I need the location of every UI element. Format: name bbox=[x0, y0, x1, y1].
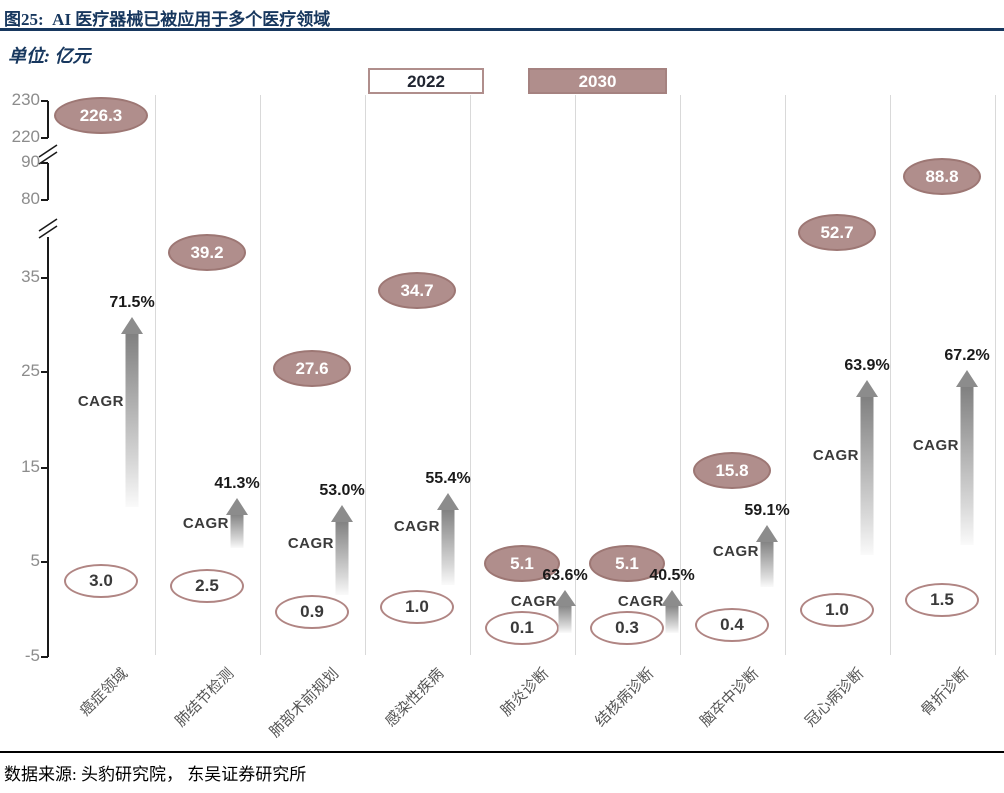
bubble-2030: 88.8 bbox=[903, 157, 981, 195]
cagr-arrow-shaft bbox=[760, 540, 774, 587]
bubble-2030: 52.7 bbox=[798, 213, 876, 251]
bubble-2022: 1.5 bbox=[905, 583, 979, 617]
cagr-percent: 63.9% bbox=[844, 357, 890, 374]
y-tick-label: 80 bbox=[21, 189, 40, 208]
cagr-arrow-shaft bbox=[558, 604, 572, 633]
bubble-2022: 0.1 bbox=[485, 611, 559, 645]
cagr-percent: 40.5% bbox=[649, 567, 695, 584]
bubble-2022: 0.3 bbox=[590, 611, 664, 645]
y-tick-label: 35 bbox=[21, 267, 40, 286]
bubble-2022: 3.0 bbox=[64, 564, 138, 598]
bubble-2022: 0.9 bbox=[275, 595, 349, 629]
y-tick-label: 5 bbox=[30, 551, 40, 570]
figure-title: 图25: AI 医疗器械已被应用于多个医疗领域 bbox=[4, 10, 331, 29]
cagr-arrows bbox=[121, 317, 978, 633]
unit-label: 单位: 亿元 bbox=[8, 46, 91, 66]
cagr-arrow-shaft bbox=[665, 604, 679, 633]
cagr-label: CAGR bbox=[287, 535, 334, 552]
y-tick-label: 230 bbox=[11, 90, 40, 109]
cagr-label: CAGR bbox=[393, 518, 440, 535]
bubble-2030: 27.6 bbox=[273, 349, 351, 387]
y-tick-label: -5 bbox=[24, 646, 40, 665]
legend-item-2022: 2022 bbox=[368, 68, 484, 94]
cagr-arrow-shaft bbox=[441, 508, 455, 585]
cagr-label: CAGR bbox=[712, 543, 759, 560]
gridline bbox=[260, 95, 261, 655]
source-text: 数据来源: 头豹研究院， 东吴证券研究所 bbox=[4, 765, 307, 784]
cagr-arrow-head bbox=[756, 525, 778, 542]
gridline bbox=[680, 95, 681, 655]
cagr-arrow-shaft bbox=[335, 520, 349, 595]
cagr-percent: 59.1% bbox=[744, 502, 790, 519]
y-tick-label: 25 bbox=[21, 361, 40, 380]
gridline bbox=[785, 95, 786, 655]
y-tick-label: 90 bbox=[21, 152, 40, 171]
cagr-percent: 55.4% bbox=[425, 470, 471, 487]
cagr-label: CAGR bbox=[812, 447, 859, 464]
gridline bbox=[995, 95, 996, 655]
cagr-arrow-shaft bbox=[860, 395, 874, 555]
gridline bbox=[575, 95, 576, 655]
cagr-label: CAGR bbox=[912, 437, 959, 454]
gridline bbox=[155, 95, 156, 655]
cagr-arrow-head bbox=[554, 590, 576, 606]
bubble-2022: 1.0 bbox=[380, 590, 454, 624]
bubble-2022: 1.0 bbox=[800, 593, 874, 627]
bubble-2030: 226.3 bbox=[54, 96, 148, 134]
cagr-arrow-head bbox=[956, 370, 978, 387]
figure-title-bar: 图25: AI 医疗器械已被应用于多个医疗领域 bbox=[0, 0, 1004, 31]
gridline bbox=[365, 95, 366, 655]
source-divider bbox=[0, 751, 1004, 753]
bubble-2022: 0.4 bbox=[695, 608, 769, 642]
cagr-percent: 41.3% bbox=[214, 475, 260, 492]
y-tick-label: 220 bbox=[11, 127, 40, 146]
cagr-arrow-head bbox=[856, 380, 878, 397]
bubble-2030: 34.7 bbox=[378, 271, 456, 309]
cagr-label: CAGR bbox=[510, 593, 557, 610]
y-axis bbox=[38, 100, 58, 658]
gridline bbox=[470, 95, 471, 655]
cagr-arrow-head bbox=[121, 317, 143, 334]
bubble-2030: 5.1 bbox=[589, 544, 665, 582]
gridline bbox=[890, 95, 891, 655]
bubble-2030: 5.1 bbox=[484, 544, 560, 582]
cagr-arrow-shaft bbox=[230, 513, 244, 548]
y-tick-label: 15 bbox=[21, 457, 40, 476]
cagr-label: CAGR bbox=[617, 593, 664, 610]
cagr-arrow-shaft bbox=[125, 332, 139, 507]
cagr-percent: 71.5% bbox=[109, 294, 155, 311]
bubble-2022: 2.5 bbox=[170, 569, 244, 603]
cagr-arrow-head bbox=[331, 505, 353, 522]
cagr-percent: 67.2% bbox=[944, 347, 990, 364]
cagr-arrow-head bbox=[437, 493, 459, 510]
cagr-label: CAGR bbox=[182, 515, 229, 532]
cagr-arrow-shaft bbox=[960, 385, 974, 545]
cagr-percent: 53.0% bbox=[319, 482, 365, 499]
cagr-percent: 63.6% bbox=[542, 567, 588, 584]
cagr-arrow-head bbox=[226, 498, 248, 515]
bubble-2030: 15.8 bbox=[693, 451, 771, 489]
cagr-arrow-head bbox=[661, 590, 683, 606]
cagr-label: CAGR bbox=[77, 393, 124, 410]
bubble-2030: 39.2 bbox=[168, 233, 246, 271]
legend-item-2030: 2030 bbox=[528, 68, 667, 94]
